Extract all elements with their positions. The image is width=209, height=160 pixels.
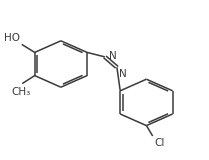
Text: CH₃: CH₃: [11, 87, 31, 97]
Text: HO: HO: [5, 33, 20, 43]
Text: N: N: [109, 51, 117, 61]
Text: Cl: Cl: [155, 138, 165, 148]
Text: N: N: [119, 69, 127, 79]
